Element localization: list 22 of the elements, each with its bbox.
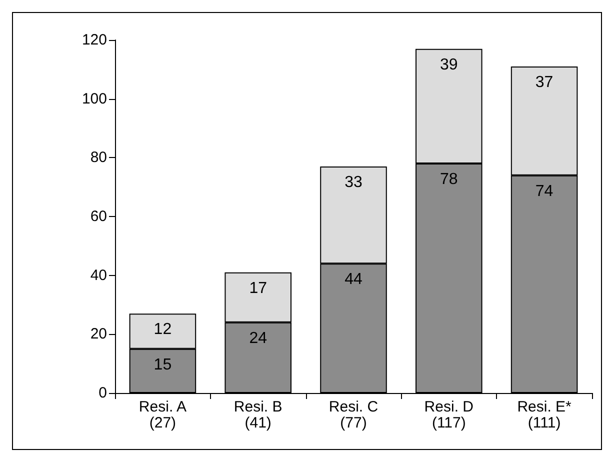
- data-label: 24: [249, 330, 268, 347]
- y-tick-label: 120: [82, 32, 107, 48]
- data-label: 74: [535, 182, 554, 200]
- data-label: 39: [440, 56, 458, 74]
- x-tick-label: Resi. C (77): [328, 398, 378, 432]
- data-label: 37: [535, 74, 554, 91]
- x-tick-label: Resi. B (41): [234, 398, 282, 432]
- data-label: 33: [344, 174, 362, 191]
- data-label: 17: [249, 280, 268, 297]
- data-label: 15: [154, 356, 172, 374]
- y-tick-label: 100: [82, 90, 107, 108]
- x-tick-label: Resi. D (117): [424, 398, 474, 432]
- y-tick-label: 20: [90, 326, 107, 343]
- y-tick-label: 40: [90, 266, 107, 284]
- x-tick-label: Resi. A (27): [138, 398, 186, 432]
- y-tick-label: 0: [98, 384, 107, 402]
- data-label: 12: [154, 321, 172, 338]
- x-tick-label: Resi. E* (111): [517, 398, 572, 432]
- data-label: 78: [440, 171, 458, 188]
- y-tick-label: 60: [90, 208, 107, 225]
- y-tick-label: 80: [90, 149, 107, 166]
- data-label: 44: [344, 271, 362, 288]
